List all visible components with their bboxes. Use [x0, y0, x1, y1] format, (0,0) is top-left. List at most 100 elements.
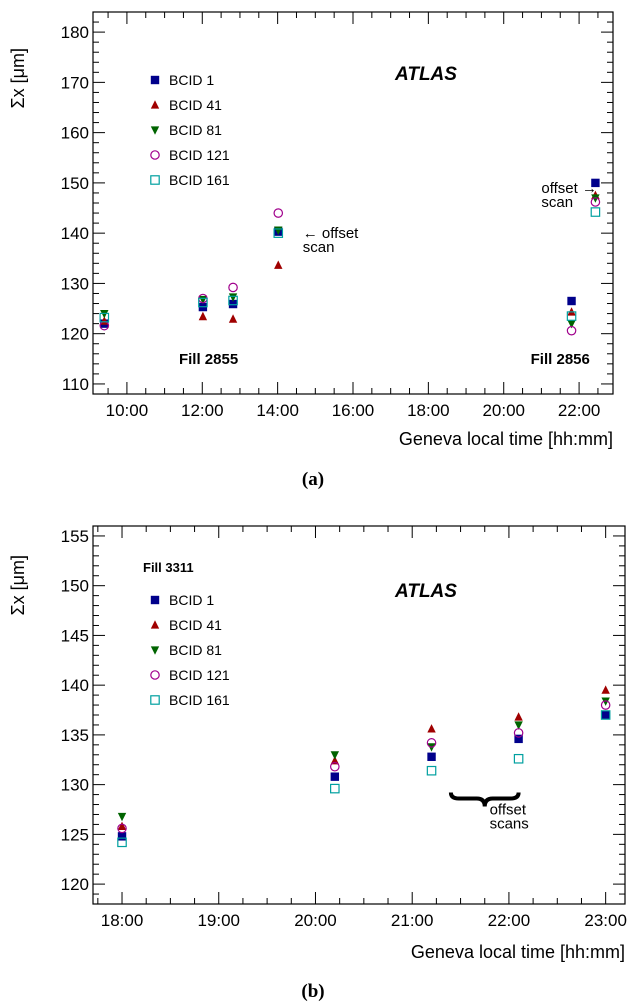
legend-marker [150, 75, 160, 85]
data-point [117, 812, 127, 822]
data-point [514, 734, 523, 744]
offset-scan-annotation: offset scans [490, 801, 529, 832]
legend-marker [150, 695, 160, 705]
chart-panel-b: 120 125 130 135 140 145 150 155 18:00 19:00 20:00 2… [8, 525, 627, 1002]
data-point [513, 753, 524, 764]
y-tick-label: 140 [61, 676, 89, 695]
legend-marker [150, 620, 160, 629]
data-point [198, 311, 208, 321]
legend-marker [150, 126, 160, 135]
y-tick-label: 150 [61, 174, 89, 193]
y-tick-label: 180 [61, 23, 89, 42]
data-point [600, 700, 611, 710]
legend-label: BCID 161 [169, 172, 230, 188]
data-point [601, 685, 610, 694]
fill-annotation: Fill 2856 [531, 351, 590, 368]
data-point [590, 197, 601, 207]
data-point [100, 316, 109, 325]
data-point [600, 710, 611, 720]
data-point [601, 710, 610, 720]
data-point [273, 228, 284, 238]
x-tick-label: 20:00 [482, 401, 525, 420]
offset-scan-annotation: ← offset scan [303, 225, 359, 256]
atlas-label: ATLAS [394, 64, 457, 85]
legend-label: BCID 41 [169, 617, 222, 633]
legend-label: BCID 121 [169, 667, 230, 683]
atlas-label: ATLAS [394, 581, 457, 602]
chart-panel-a: 110 120 130 140 150 160 170 180 10:00 12:00 14:00 1… [8, 11, 614, 490]
data-point [117, 837, 127, 848]
x-tick-label: 20:00 [294, 911, 337, 930]
x-tick-label: 21:00 [391, 911, 434, 930]
x-tick-label: 22:00 [488, 911, 531, 930]
y-tick-label: 140 [61, 224, 89, 243]
legend-marker [150, 646, 160, 655]
x-tick-label: 19:00 [197, 911, 240, 930]
y-tick-label: 150 [61, 577, 89, 596]
legend-label: BCID 41 [169, 97, 222, 113]
data-point [566, 325, 577, 336]
x-axis-label: Geneva local time [hh:mm] [399, 429, 613, 449]
panel-caption: (a) [302, 469, 324, 490]
x-tick-label: 23:00 [584, 911, 627, 930]
data-point [228, 295, 238, 306]
data-point [273, 208, 284, 218]
data-point [228, 282, 238, 293]
legend-label: BCID 81 [169, 122, 222, 138]
data-point [330, 751, 340, 760]
data-point [100, 309, 109, 319]
y-tick-label: 135 [61, 726, 89, 745]
y-tick-label: 125 [61, 825, 89, 844]
y-tick-label: 130 [61, 274, 89, 293]
data-point [426, 738, 437, 748]
y-axis-label: Σx [μm] [8, 48, 28, 109]
data-point [330, 761, 340, 772]
y-tick-label: 130 [61, 776, 89, 795]
y-axis-label: Σx [μm] [8, 555, 28, 616]
y-tick-label: 145 [61, 626, 89, 645]
data-point [274, 260, 283, 269]
y-tick-label: 160 [61, 124, 89, 143]
offset-scan-annotation: offset → scan [541, 180, 597, 211]
legend-marker [150, 595, 160, 605]
data-point [99, 312, 110, 323]
panel-caption: (b) [301, 981, 324, 1002]
data-point [591, 194, 600, 203]
data-point [566, 311, 577, 321]
data-point [567, 320, 576, 329]
data-point [427, 724, 436, 733]
legend-marker [150, 175, 160, 185]
data-point [330, 772, 340, 781]
data-point [514, 721, 523, 730]
x-tick-label: 18:00 [101, 911, 144, 930]
data-point [198, 297, 208, 308]
data-point [426, 765, 437, 776]
y-tick-label: 155 [61, 527, 89, 546]
data-point [117, 821, 127, 831]
data-point [514, 712, 523, 721]
data-point [513, 728, 524, 738]
x-tick-label: 10:00 [106, 401, 149, 420]
legend-marker [150, 150, 160, 160]
plot-frame [92, 11, 614, 395]
x-tick-label: 18:00 [407, 401, 450, 420]
legend-marker [150, 100, 160, 109]
y-tick-label: 110 [62, 375, 89, 394]
data-point [228, 293, 238, 302]
plot-frame [92, 525, 626, 905]
x-axis-label: Geneva local time [hh:mm] [411, 942, 625, 962]
data-point [591, 178, 600, 188]
legend-marker [150, 670, 160, 680]
x-tick-label: 22:00 [558, 401, 601, 420]
data-point [330, 755, 340, 765]
x-tick-label: 14:00 [256, 401, 299, 420]
x-tick-label: 16:00 [332, 401, 375, 420]
data-point [601, 697, 610, 706]
data-point [590, 207, 601, 217]
fill-annotation: Fill 2855 [179, 351, 238, 368]
data-point [567, 296, 576, 306]
x-tick-label: 12:00 [181, 401, 224, 420]
data-point [228, 299, 238, 309]
legend-label: BCID 1 [169, 592, 214, 608]
legend-label: BCID 121 [169, 147, 230, 163]
